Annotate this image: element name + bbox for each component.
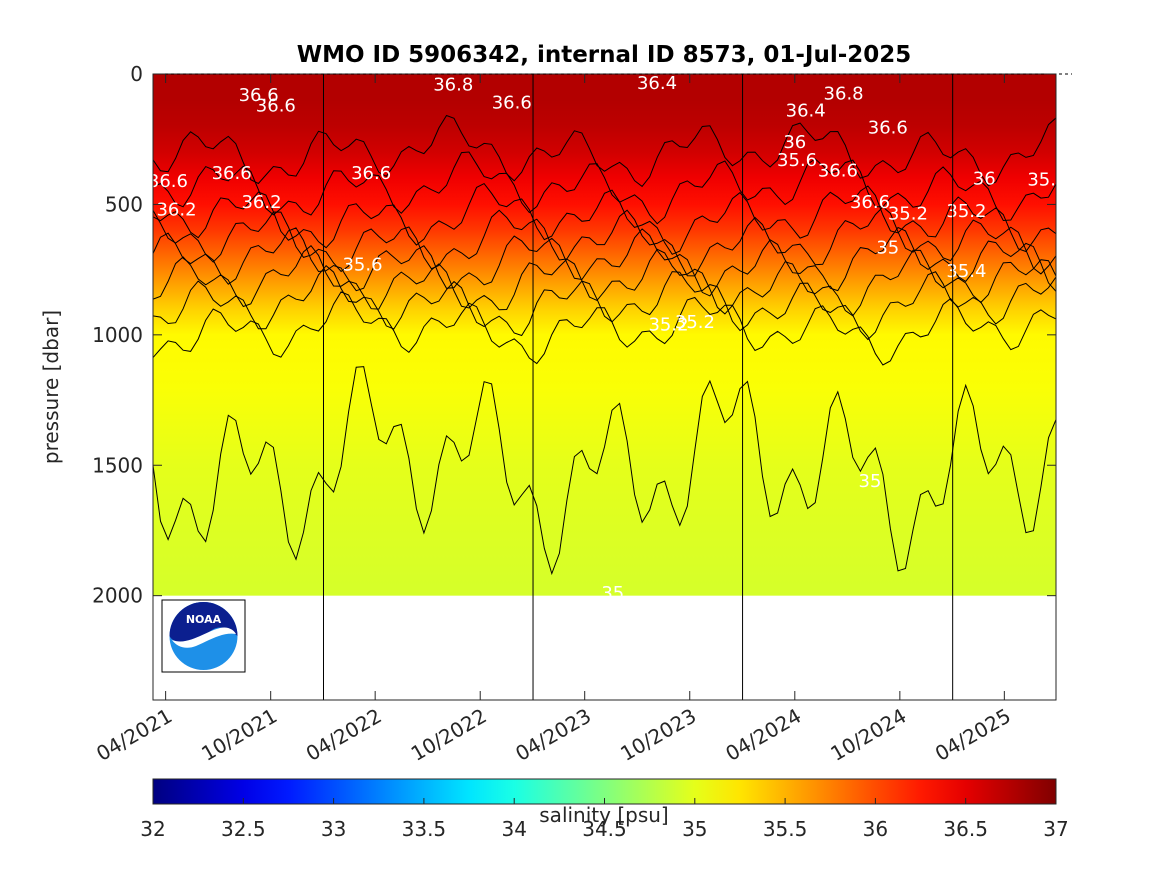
contour-line-36-4 bbox=[153, 151, 1056, 225]
x-tick-label: 10/2024 bbox=[826, 704, 910, 766]
x-tick-label: 10/2022 bbox=[407, 704, 491, 766]
colorbar-tick-label: 36.5 bbox=[943, 817, 988, 841]
contour-label: 36 bbox=[973, 168, 996, 189]
colorbar: 32 32.5 33 33.5 34 34.5 35 35.5 36 36.5 37 salinit… bbox=[140, 778, 1069, 841]
x-tick-label: 04/2024 bbox=[721, 704, 805, 766]
x-tick-label: 04/2025 bbox=[931, 704, 1015, 766]
contour-lines bbox=[153, 114, 1056, 576]
contour-label: 36.6 bbox=[850, 192, 890, 213]
noaa-logo: NOAA bbox=[161, 599, 246, 673]
chart-title: WMO ID 5906342, internal ID 8573, 01-Jul… bbox=[297, 42, 912, 68]
colorbar-tick-label: 34.5 bbox=[582, 817, 627, 841]
x-tick-label: 04/2021 bbox=[92, 704, 176, 766]
contour-line-36 bbox=[153, 206, 1056, 277]
contour-line-36-2 bbox=[153, 182, 1056, 255]
colorbar-tick-label: 37 bbox=[1043, 817, 1068, 841]
contour-label: 36.6 bbox=[256, 95, 296, 116]
y-tick-label: 1500 bbox=[92, 453, 143, 477]
x-tick-label: 10/2023 bbox=[616, 704, 700, 766]
contour-label: 35.2 bbox=[946, 201, 986, 222]
contour-line-35-2 bbox=[153, 291, 1056, 366]
contour-label: 35 bbox=[876, 237, 899, 258]
y-tick-label: 1000 bbox=[92, 323, 143, 347]
contour-label: 35 bbox=[859, 471, 882, 492]
colorbar-tick-label: 33 bbox=[321, 817, 346, 841]
contour-label: 35.5 bbox=[1027, 170, 1067, 191]
colorbar-tick-label: 32 bbox=[140, 817, 165, 841]
colorbar-tick-label: 36 bbox=[863, 817, 888, 841]
colorbar-ticks: 32 32.5 33 33.5 34 34.5 35 35.5 36 36.5 37 bbox=[140, 798, 1069, 841]
contour-line-35 bbox=[153, 366, 1056, 576]
x-tick-label: 10/2021 bbox=[197, 704, 281, 766]
contour-label: 35.6 bbox=[777, 150, 817, 171]
year-divider-lines bbox=[322, 74, 954, 700]
colorbar-tick-label: 35.5 bbox=[763, 817, 808, 841]
contour-label: 36.8 bbox=[824, 84, 864, 105]
contour-label: 36.6 bbox=[868, 117, 908, 138]
contour-label: 36.4 bbox=[637, 73, 677, 94]
contour-line-35-4 bbox=[153, 264, 1056, 341]
contour-labels: 36.636.636.6 36.636.2 36.236.635.636.836.6… bbox=[148, 73, 1067, 604]
colorbar-tick-label: 32.5 bbox=[221, 817, 266, 841]
colorbar-label: salinity [psu] bbox=[539, 803, 668, 827]
contour-line-36-6 bbox=[153, 114, 1056, 188]
y-tick-label: 2000 bbox=[92, 584, 143, 608]
contour-label: 35.2 bbox=[888, 204, 928, 225]
contour-label: 35.4 bbox=[946, 261, 986, 282]
contour-label: 36.6 bbox=[212, 163, 252, 184]
x-tick-label: 04/2022 bbox=[302, 704, 386, 766]
colorbar-tick-label: 33.5 bbox=[402, 817, 447, 841]
contour-label: 36.6 bbox=[492, 93, 532, 114]
contour-label: 35.2 bbox=[675, 312, 715, 333]
contour-label: 36.2 bbox=[156, 200, 196, 221]
contour-label: 36.6 bbox=[239, 85, 279, 106]
contour-line-35-8 bbox=[153, 226, 1056, 297]
colorbar-gradient bbox=[152, 778, 1057, 805]
contour-label: 36.6 bbox=[818, 161, 858, 182]
colorbar-tick-label: 34 bbox=[501, 817, 526, 841]
contour-label: 36.2 bbox=[241, 192, 281, 213]
x-tick-label: 04/2023 bbox=[511, 704, 595, 766]
colorbar-tick-label: 35 bbox=[682, 817, 707, 841]
contour-line-35-6 bbox=[153, 244, 1056, 317]
contour-label: 35 bbox=[601, 583, 624, 604]
salinity-field bbox=[153, 74, 1056, 596]
contour-label: 35.6 bbox=[342, 254, 382, 275]
contour-label: 36.6 bbox=[351, 163, 391, 184]
contour-label: 36.6 bbox=[148, 171, 188, 192]
y-axis-label: pressure [dbar] bbox=[39, 310, 63, 464]
y-axis: 0 500 1000 1500 2000 bbox=[92, 62, 1056, 608]
y-tick-label: 0 bbox=[130, 62, 143, 86]
contour-label: 36.4 bbox=[786, 101, 826, 122]
contour-label: 36.8 bbox=[433, 74, 473, 95]
y-tick-label: 500 bbox=[105, 192, 143, 216]
contour-label: 35.2 bbox=[648, 314, 688, 335]
noaa-logo-mark: NOAA bbox=[186, 613, 222, 626]
contour-label: 36 bbox=[783, 132, 806, 153]
